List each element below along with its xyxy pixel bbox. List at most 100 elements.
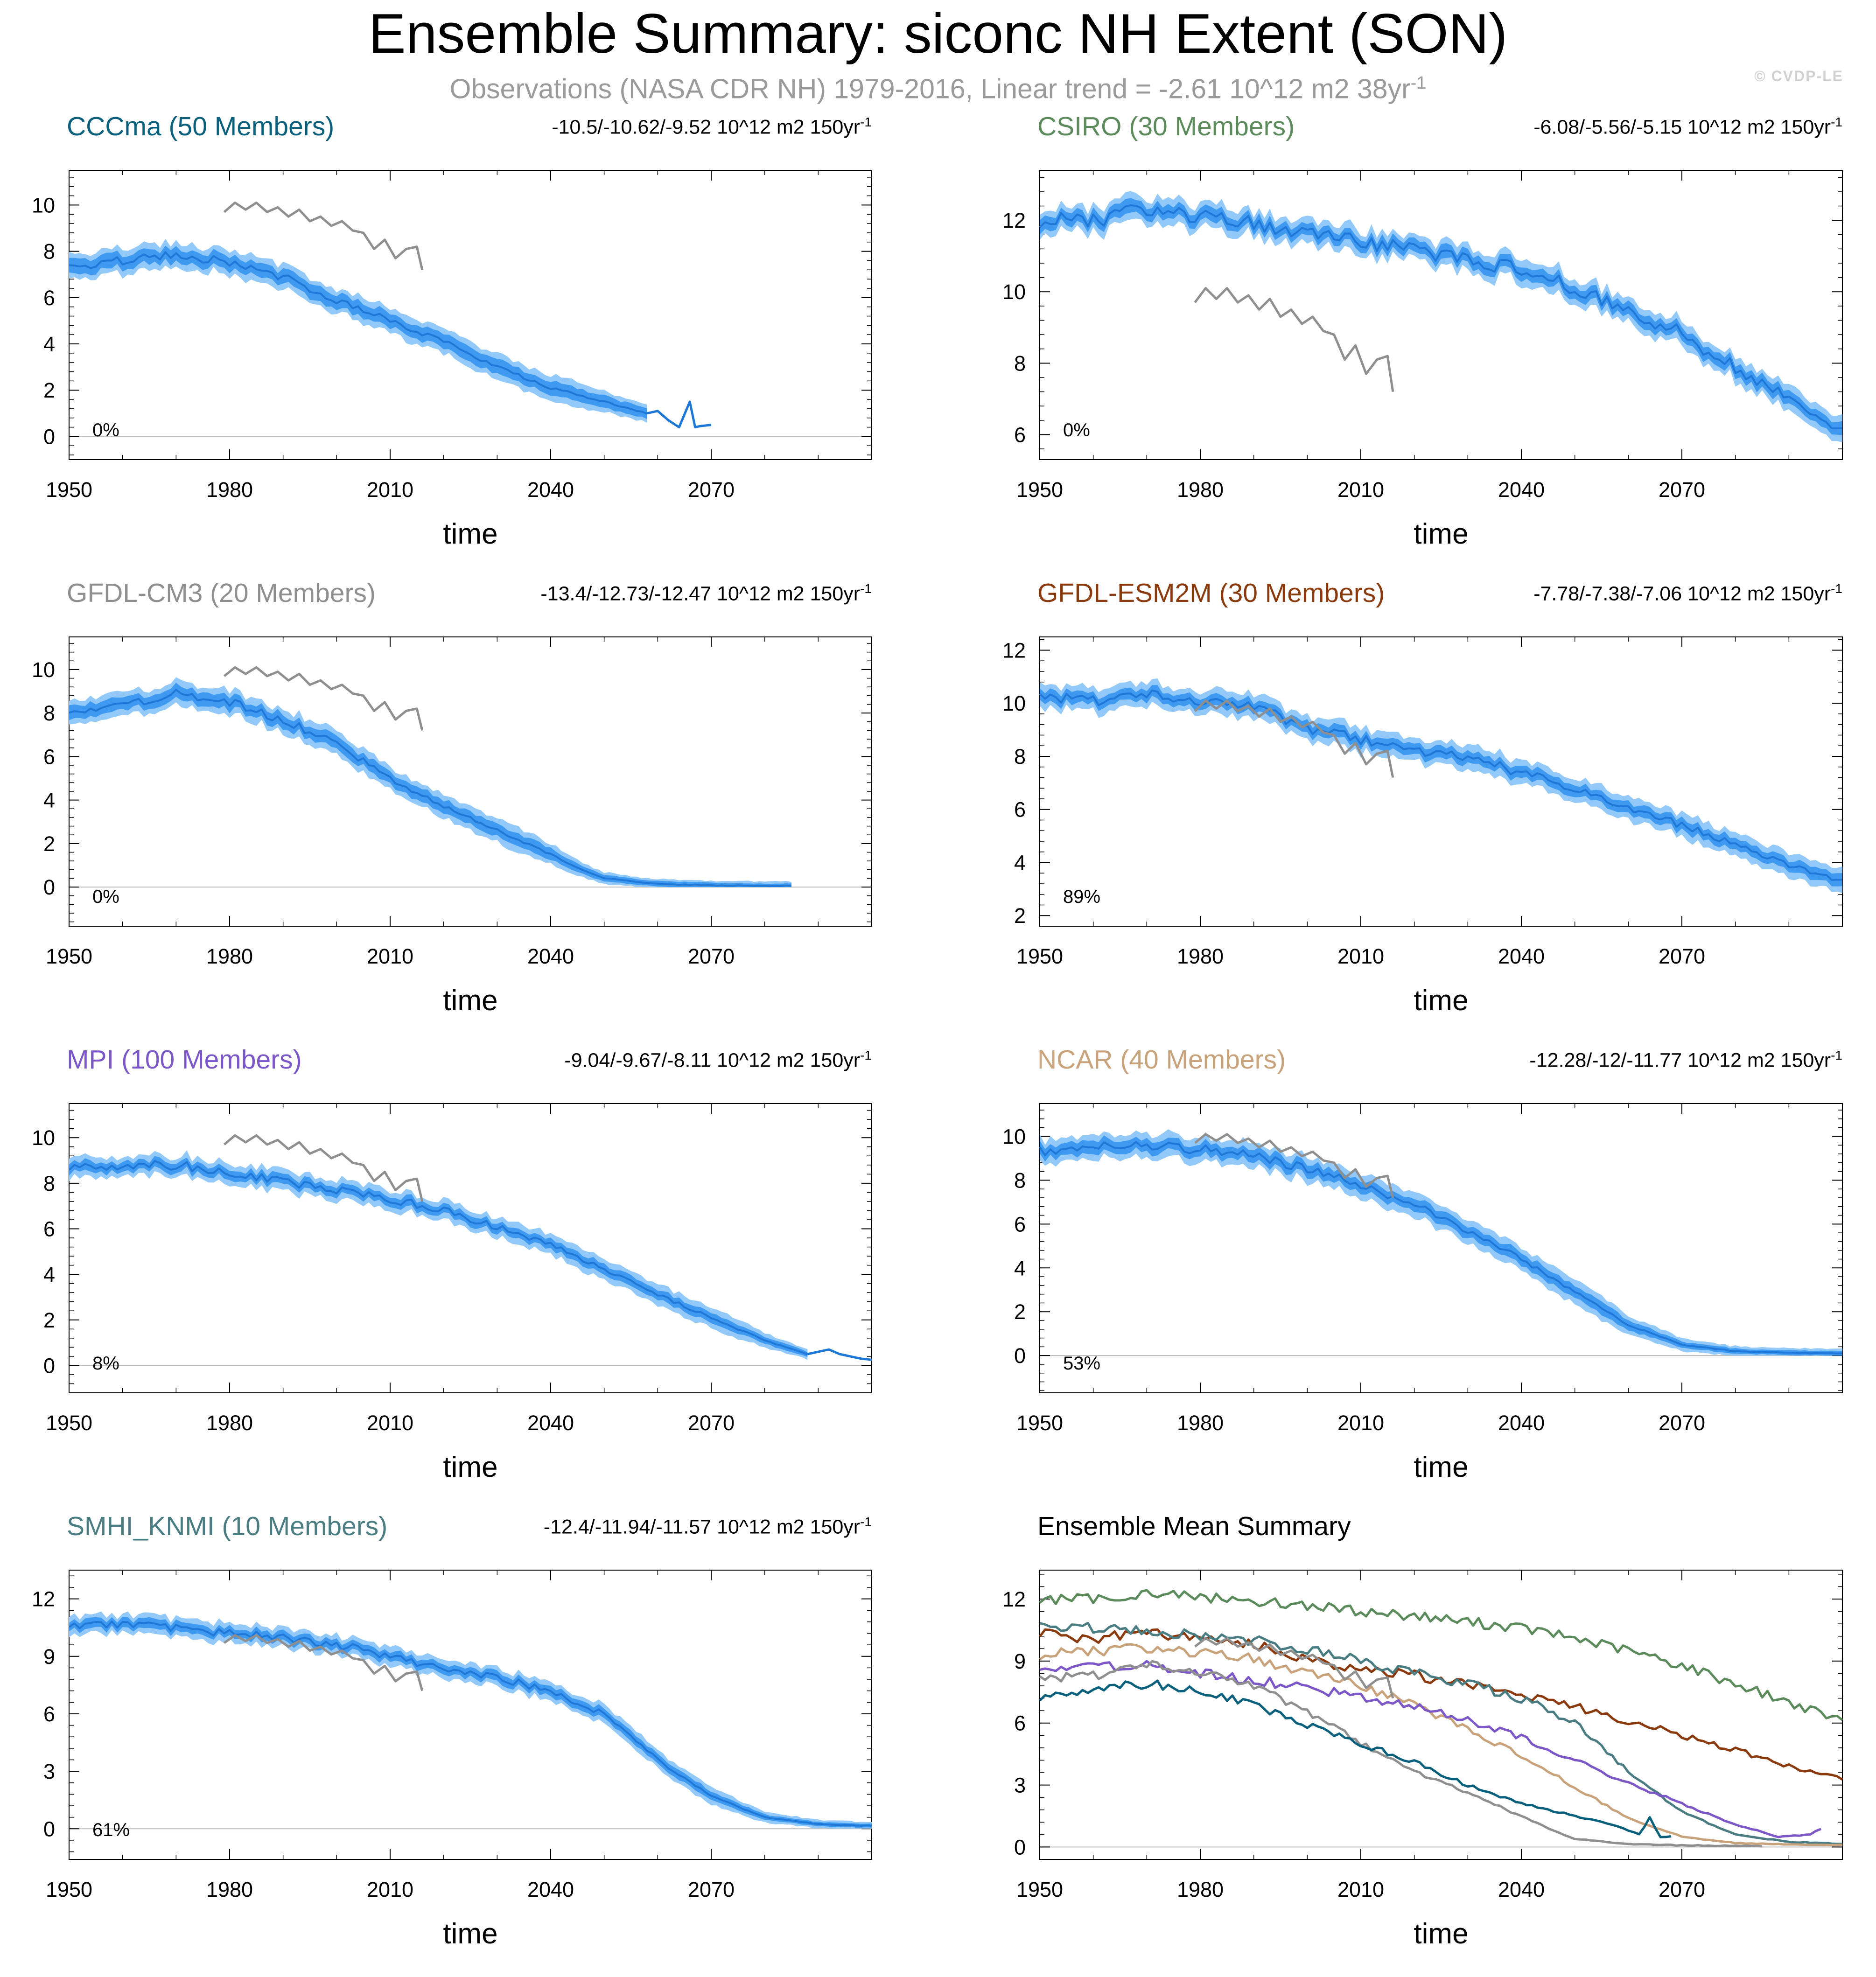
observations-subtitle-text: Observations (NASA CDR NH) 1979-2016, Li…	[449, 73, 1411, 105]
ensemble-spread-inner	[1040, 685, 1842, 887]
y-tick-label: 4	[1014, 851, 1026, 874]
x-tick-label: 2070	[688, 944, 735, 968]
panel-title: SMHI_KNMI (10 Members)	[67, 1511, 388, 1541]
x-tick-label: 2010	[367, 1411, 413, 1435]
y-tick-label: 8	[1014, 1168, 1026, 1192]
series-line-gfdl-esm2m	[1039, 1628, 1843, 1781]
y-tick-label: 8	[43, 240, 55, 264]
observations-line	[223, 201, 424, 270]
x-tick-label: 2040	[1498, 1411, 1545, 1435]
x-tick-label: 2010	[367, 944, 413, 968]
trend-exponent: -1	[1831, 1048, 1842, 1062]
y-tick-label: 0	[43, 875, 55, 899]
plot-frame	[69, 1570, 872, 1860]
x-tick-label: 2040	[527, 1878, 574, 1901]
y-tick-label: 8	[1014, 745, 1026, 768]
y-tick-label: 12	[32, 1587, 55, 1611]
trend-text: -7.78/-7.38/-7.06 10^12 m2 150yr	[1533, 582, 1831, 605]
x-tick-label: 2010	[1337, 1878, 1384, 1901]
observations-line	[224, 1634, 424, 1691]
x-tick-label: 2070	[1659, 1411, 1705, 1435]
y-tick-label: 12	[1002, 209, 1026, 232]
x-tick-label: 2070	[1659, 944, 1705, 968]
chart-panel-4: 2 4 6 8 10 12 1950 1980 2010 2040 2070 time 89%	[1002, 636, 1843, 1017]
x-tick-label: 2070	[1659, 1878, 1705, 1901]
trend-text: -12.4/-11.94/-11.57 10^12 m2 150yr	[543, 1516, 861, 1538]
series-line-cccma	[1039, 1679, 1672, 1838]
panel-title: CSIRO (30 Members)	[1037, 112, 1295, 141]
plot-frame	[1039, 1103, 1843, 1393]
x-tick-label: 1950	[1016, 478, 1063, 502]
y-tick-label: 2	[43, 832, 55, 856]
x-tick-label: 1980	[1177, 944, 1224, 968]
x-tick-label: 2010	[367, 1878, 413, 1901]
x-axis-label: time	[1414, 985, 1468, 1017]
series-line-gfdl-cm3	[1039, 1660, 1763, 1848]
ensemble-mean-line	[68, 1620, 872, 1827]
x-tick-label: 1950	[46, 1411, 92, 1435]
x-tick-label: 1980	[206, 478, 253, 502]
x-tick-label: 2010	[1337, 478, 1384, 502]
plot-frame	[1039, 170, 1843, 460]
x-tick-label: 2010	[1337, 944, 1384, 968]
ensemble-tail-line	[807, 1348, 872, 1361]
x-tick-label: 1980	[1177, 478, 1224, 502]
observations-line	[1194, 1133, 1394, 1198]
ensemble-tail-line	[646, 400, 712, 429]
trend-label: -12.4/-11.94/-11.57 10^12 m2 150yr-1	[544, 1515, 872, 1538]
y-tick-label: 3	[1014, 1774, 1026, 1797]
page-title: Ensemble Summary: siconc NH Extent (SON)	[368, 2, 1508, 65]
ensemble-spread-outer	[69, 677, 791, 887]
ensemble-spread-outer	[69, 238, 647, 423]
x-tick-label: 2070	[688, 478, 735, 502]
trend-label: -13.4/-12.73/-12.47 10^12 m2 150yr-1	[540, 581, 872, 605]
x-tick-label: 1950	[1016, 1878, 1063, 1901]
x-tick-label: 2040	[527, 944, 574, 968]
trend-label: -10.5/-10.62/-9.52 10^12 m2 150yr-1	[552, 115, 872, 139]
ensemble-mean-line	[69, 689, 792, 887]
y-tick-label: 10	[1002, 692, 1026, 715]
x-tick-label: 2040	[1498, 1878, 1545, 1901]
x-tick-label: 1980	[1177, 1411, 1224, 1435]
ensemble-spread-outer	[1040, 191, 1842, 442]
percent-rank-label: 89%	[1063, 887, 1100, 907]
x-axis-label: time	[1414, 1451, 1468, 1483]
series-line-csiro	[1039, 1589, 1843, 1721]
y-tick-label: 9	[43, 1645, 55, 1669]
series-line-observations	[1194, 1637, 1394, 1699]
percent-rank-label: 0%	[92, 420, 119, 440]
x-axis-label: time	[443, 518, 497, 550]
x-tick-label: 1950	[46, 1878, 92, 1901]
x-axis-label: time	[1414, 518, 1468, 550]
panel-title: Ensemble Mean Summary	[1037, 1511, 1351, 1541]
x-tick-label: 2010	[367, 478, 413, 502]
x-tick-label: 1950	[1016, 1411, 1063, 1435]
y-tick-label: 10	[32, 658, 55, 682]
y-tick-label: 0	[43, 425, 55, 448]
x-tick-label: 2070	[688, 1411, 735, 1435]
chart-panel-2: 6 8 10 12 1950 1980 2010 2040 2070 time 0%	[1002, 170, 1843, 550]
y-tick-label: 10	[1002, 280, 1026, 304]
panel-title: CCCma (50 Members)	[67, 112, 335, 141]
percent-rank-label: 0%	[1063, 420, 1090, 440]
ensemble-spread-outer	[1040, 1129, 1842, 1356]
y-tick-label: 8	[43, 701, 55, 725]
plot-frame	[69, 170, 872, 460]
observations-line	[1194, 287, 1394, 392]
x-tick-label: 1950	[1016, 944, 1063, 968]
y-tick-label: 8	[43, 1172, 55, 1195]
y-tick-label: 0	[43, 1354, 55, 1377]
ensemble-spread-inner	[69, 245, 647, 419]
y-tick-label: 9	[1014, 1649, 1026, 1673]
y-tick-label: 6	[43, 1702, 55, 1726]
percent-rank-label: 53%	[1063, 1353, 1100, 1374]
ensemble-spread-outer	[69, 1611, 872, 1829]
y-tick-label: 2	[43, 378, 55, 402]
y-tick-label: 6	[1014, 1712, 1026, 1735]
y-tick-label: 4	[43, 332, 55, 356]
x-axis-label: time	[443, 1918, 497, 1950]
y-tick-label: 2	[1014, 1300, 1026, 1324]
y-tick-label: 2	[1014, 904, 1026, 928]
y-tick-label: 10	[1002, 1125, 1026, 1148]
x-tick-label: 1980	[1177, 1878, 1224, 1901]
